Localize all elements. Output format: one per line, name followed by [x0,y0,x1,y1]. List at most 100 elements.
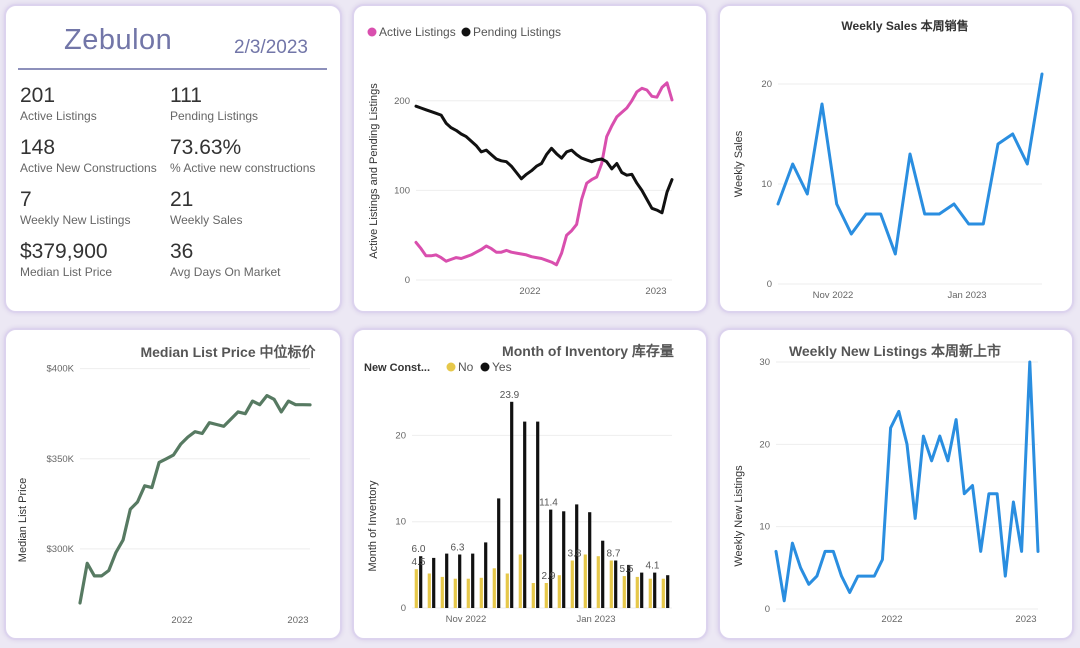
bar-yes [627,564,631,608]
legend-swatch-yes [480,362,490,372]
bar-yes [484,542,488,608]
legend-pending-listings: Pending Listings [473,25,561,39]
bar-no [635,576,639,608]
kpi-value: 73.63% [170,136,242,159]
y-tick-label: 10 [761,179,772,190]
data-label: 23.9 [500,390,520,401]
bar-yes [445,553,449,608]
bar-no [622,576,626,608]
kpi-label: Avg Days On Market [170,265,281,279]
bar-no [518,554,522,608]
kpi-card: Zebulon 2/3/2023 201 Active Listings 111… [4,4,342,313]
kpi-label: Active New Constructions [20,161,157,175]
data-label: 3.8 [568,549,582,560]
bar-yes [588,512,592,608]
y-tick-label: 10 [395,517,406,528]
data-label: 6.0 [412,544,426,555]
bar-no [492,568,496,608]
x-tick-label: 2023 [645,286,666,297]
bar-yes [523,421,527,608]
y-tick-label: 0 [405,275,410,286]
title-divider [18,68,327,70]
y-tick-label: $300K [47,544,75,555]
bar-no [505,573,509,608]
bar-no [440,576,444,608]
x-tick-label: Nov 2022 [446,614,487,625]
bar-yes [549,509,553,608]
weekly-sales-chart-card: Weekly Sales 本周销售 Weekly Sales 0 10 20 Nov… [718,4,1074,313]
weekly-new-listings-chart: Weekly New Listings 本周新上市 Weekly New Lis… [733,343,1040,625]
kpi-label: Active Listings [20,109,97,123]
kpi-value: 111 [170,84,202,107]
kpi-value: 36 [170,240,194,263]
active-pending-plot: 0 100 200 [394,81,674,286]
kpi-median-list-price: $379,900 Median List Price [20,240,158,279]
series-line-active-listings [414,81,674,267]
bar-yes [601,540,605,608]
y-tick-label: 20 [761,79,772,90]
chart-title: Month of Inventory 库存量 [502,343,674,359]
y-tick-label: 200 [394,96,410,107]
bar-no [544,583,548,608]
x-tick-label: 2022 [881,614,902,625]
data-label: 2.9 [542,571,556,582]
x-tick-label: Jan 2023 [947,290,986,301]
bar-no [570,560,574,608]
kpi-weekly-new-listings: 7 Weekly New Listings [20,188,158,227]
median-list-price-chart: Median List Price 中位标价 Median List Price… [17,344,317,626]
series-line-pending-listings [414,104,674,215]
bar-yes [471,553,475,608]
data-label: 8.7 [607,549,621,560]
legend-title: New Const... [364,362,430,374]
bar-yes [419,556,423,608]
bar-yes [458,554,462,608]
series-line-weekly-new-listings [774,360,1040,603]
month-of-inventory-chart: Month of Inventory 库存量 New Const... No Y… [364,343,674,625]
weekly-sales-plot: 0 10 20 [761,72,1044,290]
bar-no [557,575,561,608]
kpi-label: Median List Price [20,265,113,279]
y-axis-label: Weekly New Listings [733,465,745,567]
y-axis-label: Active Listings and Pending Listings [368,83,380,259]
kpi-weekly-sales: 21 Weekly Sales [170,188,335,227]
kpi-value: 21 [170,188,194,211]
kpi-active-new-constructions: 148 Active New Constructions [20,136,158,175]
kpi-pending-listings: 111 Pending Listings [170,84,335,123]
legend-no: No [458,360,474,374]
y-axis-label: Weekly Sales [733,130,745,197]
bar-no [648,578,652,608]
bar-no [531,583,535,608]
data-label: 4.5 [412,557,426,568]
y-tick-label: 20 [395,430,406,441]
bar-yes [575,504,579,608]
y-tick-label: 100 [394,185,410,196]
active-pending-chart-card: Active Listings Pending Listings Active … [352,4,708,313]
y-tick-label: 20 [759,439,770,450]
median-list-price-chart-card: Median List Price 中位标价 Median List Price… [4,328,342,640]
month-of-inventory-plot: 0 10 20 6.0 4.5 6.3 23.9 2.9 11.4 3.8 8.7 5.5 4.1 [395,390,672,614]
y-tick-label: 0 [765,604,770,615]
bar-no [427,573,431,608]
kpi-value: 148 [20,136,56,159]
y-tick-label: 30 [759,357,770,368]
series-line-weekly-sales [776,72,1044,256]
x-tick-label: 2022 [519,286,540,297]
weekly-new-listings-plot: 0 10 20 30 [759,357,1040,615]
weekly-new-listings-chart-card: Weekly New Listings 本周新上市 Weekly New Lis… [718,328,1074,640]
data-label: 6.3 [451,543,465,554]
data-label: 11.4 [539,498,558,509]
legend-active-listings: Active Listings [379,25,456,39]
series-line-median-list-price [78,393,312,605]
bar-yes [614,560,618,608]
kpi-pct-active-new-constructions: 73.63% % Active new constructions [170,136,335,175]
y-tick-label: 0 [767,279,772,290]
data-label: 4.1 [646,561,660,572]
bar-no [479,577,483,608]
chart-title: Weekly New Listings 本周新上市 [789,343,1001,359]
y-axis-label: Median List Price [17,478,29,562]
x-tick-label: 2023 [287,615,308,626]
bar-yes [510,401,514,608]
y-axis-label: Month of Inventory [367,480,379,572]
legend-swatch-pending [461,27,471,37]
bar-yes [497,498,501,608]
